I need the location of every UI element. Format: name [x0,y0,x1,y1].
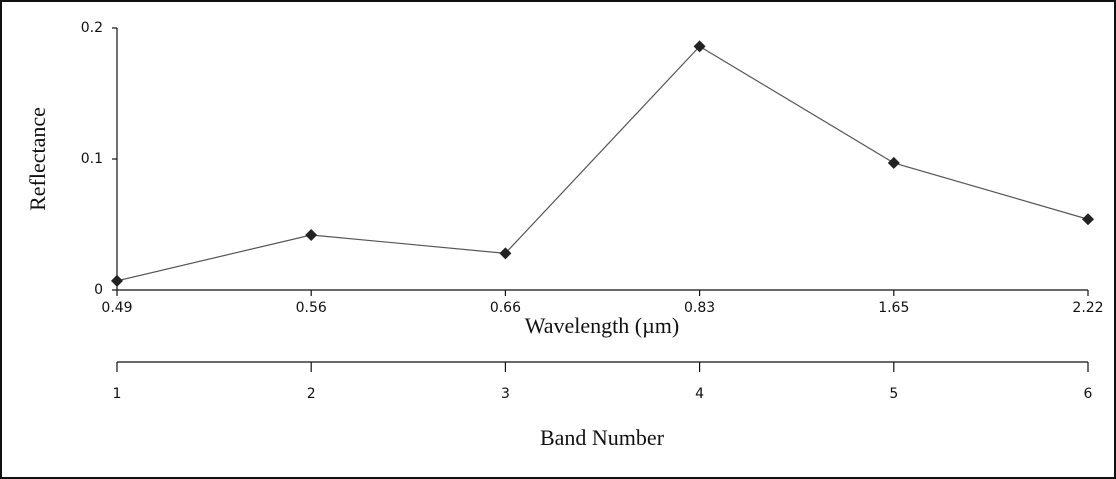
marker [305,228,318,241]
band-axis-title: Band Number [540,425,665,450]
band-tick-label: 6 [1084,386,1093,402]
marker [1082,213,1094,226]
x-tick-label: 0.66 [490,300,521,316]
band-tick-label: 3 [501,386,510,402]
band-tick-label: 4 [695,386,704,402]
y-tick-label: 0.1 [81,151,103,167]
data-line [116,45,1089,282]
marker [693,40,706,53]
y-tick-label: 0 [94,282,103,298]
marker [499,247,512,260]
y-axis-title: Reflectance [25,107,50,211]
band-tick-label: 2 [307,386,316,402]
marker [111,274,123,287]
marker [887,156,900,169]
x-tick-label: 0.56 [296,300,327,316]
x-tick-label: 2.22 [1072,300,1103,316]
y-tick-label: 0.2 [81,20,103,36]
band-tick-label: 1 [113,386,122,402]
x-axis-title: Wavelength (µm) [525,313,679,338]
x-tick-label: 0.83 [684,300,715,316]
x-tick-label: 1.65 [878,300,909,316]
x-tick-label: 0.49 [101,300,132,316]
band-tick-label: 5 [889,386,898,402]
